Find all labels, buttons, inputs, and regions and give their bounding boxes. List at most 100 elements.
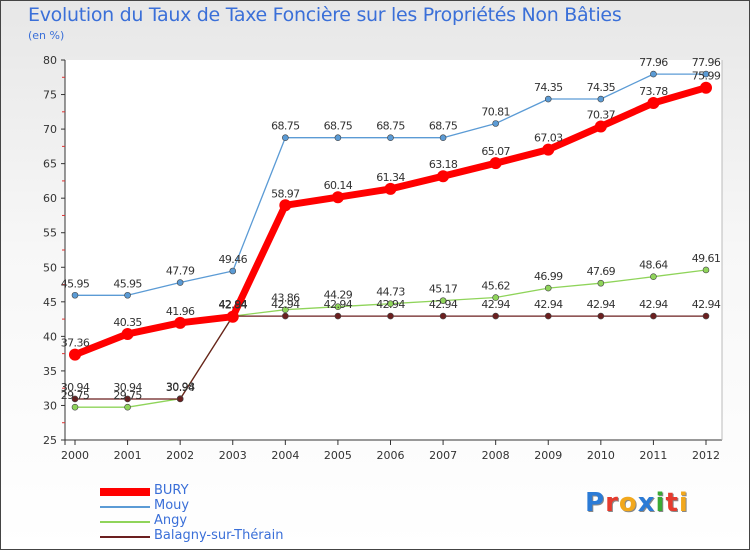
data-label: 75.99 — [692, 70, 721, 83]
x-tick-label: 2009 — [534, 449, 562, 462]
data-point — [544, 312, 552, 320]
data-point — [650, 312, 657, 320]
data-label: 42.94 — [376, 298, 405, 311]
data-point — [439, 134, 447, 142]
x-tick-label: 2011 — [639, 449, 667, 462]
data-label: 45.62 — [481, 280, 510, 293]
data-point — [650, 70, 657, 78]
x-tick-label: 2002 — [166, 449, 194, 462]
data-label: 46.99 — [534, 270, 563, 283]
data-label: 68.75 — [376, 120, 405, 133]
data-label: 30.94 — [61, 381, 90, 394]
logo-letter: i — [678, 488, 689, 518]
data-point — [387, 300, 394, 307]
logo-letter: x — [637, 488, 656, 518]
data-point — [331, 191, 344, 204]
x-tick-label: 2006 — [377, 449, 405, 462]
data-label: 70.81 — [481, 105, 510, 118]
data-label: 61.34 — [376, 171, 405, 184]
data-point — [492, 312, 499, 320]
data-label: 47.69 — [587, 265, 616, 278]
data-point — [439, 312, 447, 320]
data-label: 45.95 — [61, 277, 90, 290]
y-tick-label: 55 — [43, 227, 57, 240]
data-label: 58.97 — [271, 187, 300, 200]
data-label: 30.94 — [166, 381, 195, 394]
y-tick-label: 60 — [43, 192, 57, 205]
data-label: 40.35 — [113, 316, 142, 329]
data-point — [282, 306, 289, 313]
data-point — [387, 134, 394, 142]
data-point — [174, 316, 187, 329]
data-label: 77.96 — [692, 56, 721, 69]
data-point — [71, 403, 79, 411]
data-point — [121, 327, 134, 340]
data-point — [544, 95, 552, 103]
data-point — [594, 120, 607, 133]
legend-swatch — [100, 506, 150, 508]
y-tick-label: 70 — [43, 123, 57, 136]
y-tick-label: 75 — [43, 89, 57, 102]
data-label: 42.94 — [271, 298, 300, 311]
data-label: 47.79 — [166, 265, 195, 278]
data-point — [124, 395, 131, 403]
data-label: 68.75 — [271, 120, 300, 133]
chart-subtitle: (en %) — [28, 29, 65, 42]
y-tick-label: 45 — [43, 296, 57, 309]
y-tick-label: 65 — [43, 158, 57, 171]
data-point — [489, 157, 502, 170]
data-label: 42.94 — [219, 298, 248, 311]
logo-letter: r — [605, 488, 619, 518]
legend-swatch — [100, 521, 150, 523]
data-point — [597, 279, 605, 287]
legend-label: Mouy — [154, 498, 190, 513]
data-label: 49.61 — [692, 252, 721, 265]
data-point — [334, 303, 342, 311]
y-tick-label: 80 — [43, 54, 57, 67]
data-label: 42.94 — [429, 298, 458, 311]
data-label: 44.29 — [324, 289, 353, 302]
data-point — [492, 294, 499, 301]
logo-letter: i — [655, 488, 666, 518]
y-tick-label: 25 — [43, 434, 57, 447]
x-tick-label: 2007 — [429, 449, 457, 462]
data-point — [176, 395, 184, 403]
data-point — [334, 312, 342, 320]
data-point — [702, 70, 710, 78]
data-point — [282, 134, 289, 142]
data-point — [597, 95, 605, 103]
data-label: 42.94 — [534, 298, 563, 311]
x-tick-label: 2010 — [587, 449, 615, 462]
data-label: 73.78 — [639, 85, 668, 98]
logo-letter: o — [618, 488, 638, 518]
data-point — [69, 348, 81, 361]
legend-label: Balagny-sur-Thérain — [154, 528, 284, 543]
data-label: 77.96 — [639, 56, 668, 69]
data-label: 29.75 — [113, 389, 142, 402]
data-label: 42.94 — [219, 298, 248, 311]
data-label: 42.94 — [639, 298, 668, 311]
data-point — [647, 96, 660, 109]
data-label: 37.36 — [61, 337, 90, 350]
data-label: 65.07 — [481, 145, 510, 158]
data-label: 63.18 — [429, 158, 458, 171]
data-label: 42.84 — [219, 299, 248, 312]
x-tick-label: 2004 — [271, 449, 299, 462]
data-label: 68.75 — [324, 120, 353, 133]
data-label: 74.35 — [534, 81, 563, 94]
data-label: 67.03 — [534, 132, 563, 145]
data-point — [542, 143, 555, 156]
chart-title: Evolution du Taux de Taxe Foncière sur l… — [28, 4, 622, 26]
x-tick-label: 2012 — [692, 449, 720, 462]
data-label: 45.95 — [113, 277, 142, 290]
logo-letter: t — [665, 488, 679, 518]
data-label: 42.94 — [587, 298, 616, 311]
data-point — [439, 297, 447, 304]
data-point — [71, 291, 79, 299]
data-point — [124, 291, 131, 299]
data-label: 45.17 — [429, 283, 458, 296]
x-tick-label: 2005 — [324, 449, 352, 462]
data-label: 70.37 — [587, 109, 616, 122]
data-label: 60.14 — [324, 179, 353, 192]
data-point — [124, 403, 131, 411]
